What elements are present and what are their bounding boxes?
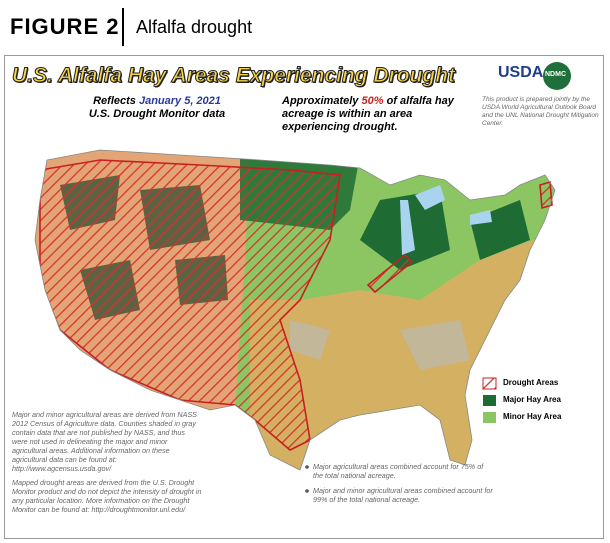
legend-label: Minor Hay Area xyxy=(503,412,562,421)
text: of alfalfa hay acreage is within an area… xyxy=(282,95,454,133)
summary: Approximately 50% of alfalfa hay acreage… xyxy=(282,95,472,134)
text: Reflects xyxy=(93,95,136,107)
credit: This product is prepared jointly by the … xyxy=(482,96,599,127)
separator xyxy=(122,8,124,46)
bullet: Major and minor agricultural areas combi… xyxy=(313,486,493,504)
legend-swatch xyxy=(482,377,497,390)
drought-area xyxy=(39,159,341,451)
legend-label: Major Hay Area xyxy=(503,395,561,404)
reflects: Reflects January 5, 2021 U.S. Drought Mon… xyxy=(82,95,232,121)
usda-logo: USDA xyxy=(498,64,544,81)
frame xyxy=(4,55,604,539)
note: Mapped drought areas are derived from th… xyxy=(12,478,202,514)
bullet: Major agricultural areas combined accoun… xyxy=(313,462,484,480)
legend-swatch xyxy=(483,395,496,406)
figure-caption: Alfalfa drought xyxy=(136,17,253,37)
ndmc-text: NDMC xyxy=(545,71,566,78)
legend-swatch xyxy=(483,412,496,423)
figure-label: FIGURE 2 xyxy=(10,14,120,39)
drought-area xyxy=(366,180,553,294)
ndmc-logo xyxy=(543,62,571,90)
legend-label: Drought Areas xyxy=(503,378,559,387)
percent: 50% xyxy=(361,95,384,107)
map-title: U.S. Alfalfa Hay Areas Experiencing Drou… xyxy=(11,64,456,88)
note: Major and minor agricultural areas are d… xyxy=(12,410,197,473)
text: U.S. Drought Monitor data xyxy=(88,108,226,120)
date: January 5, 2021 xyxy=(138,95,221,107)
lakes xyxy=(400,185,492,255)
text: Approximately xyxy=(282,95,359,107)
